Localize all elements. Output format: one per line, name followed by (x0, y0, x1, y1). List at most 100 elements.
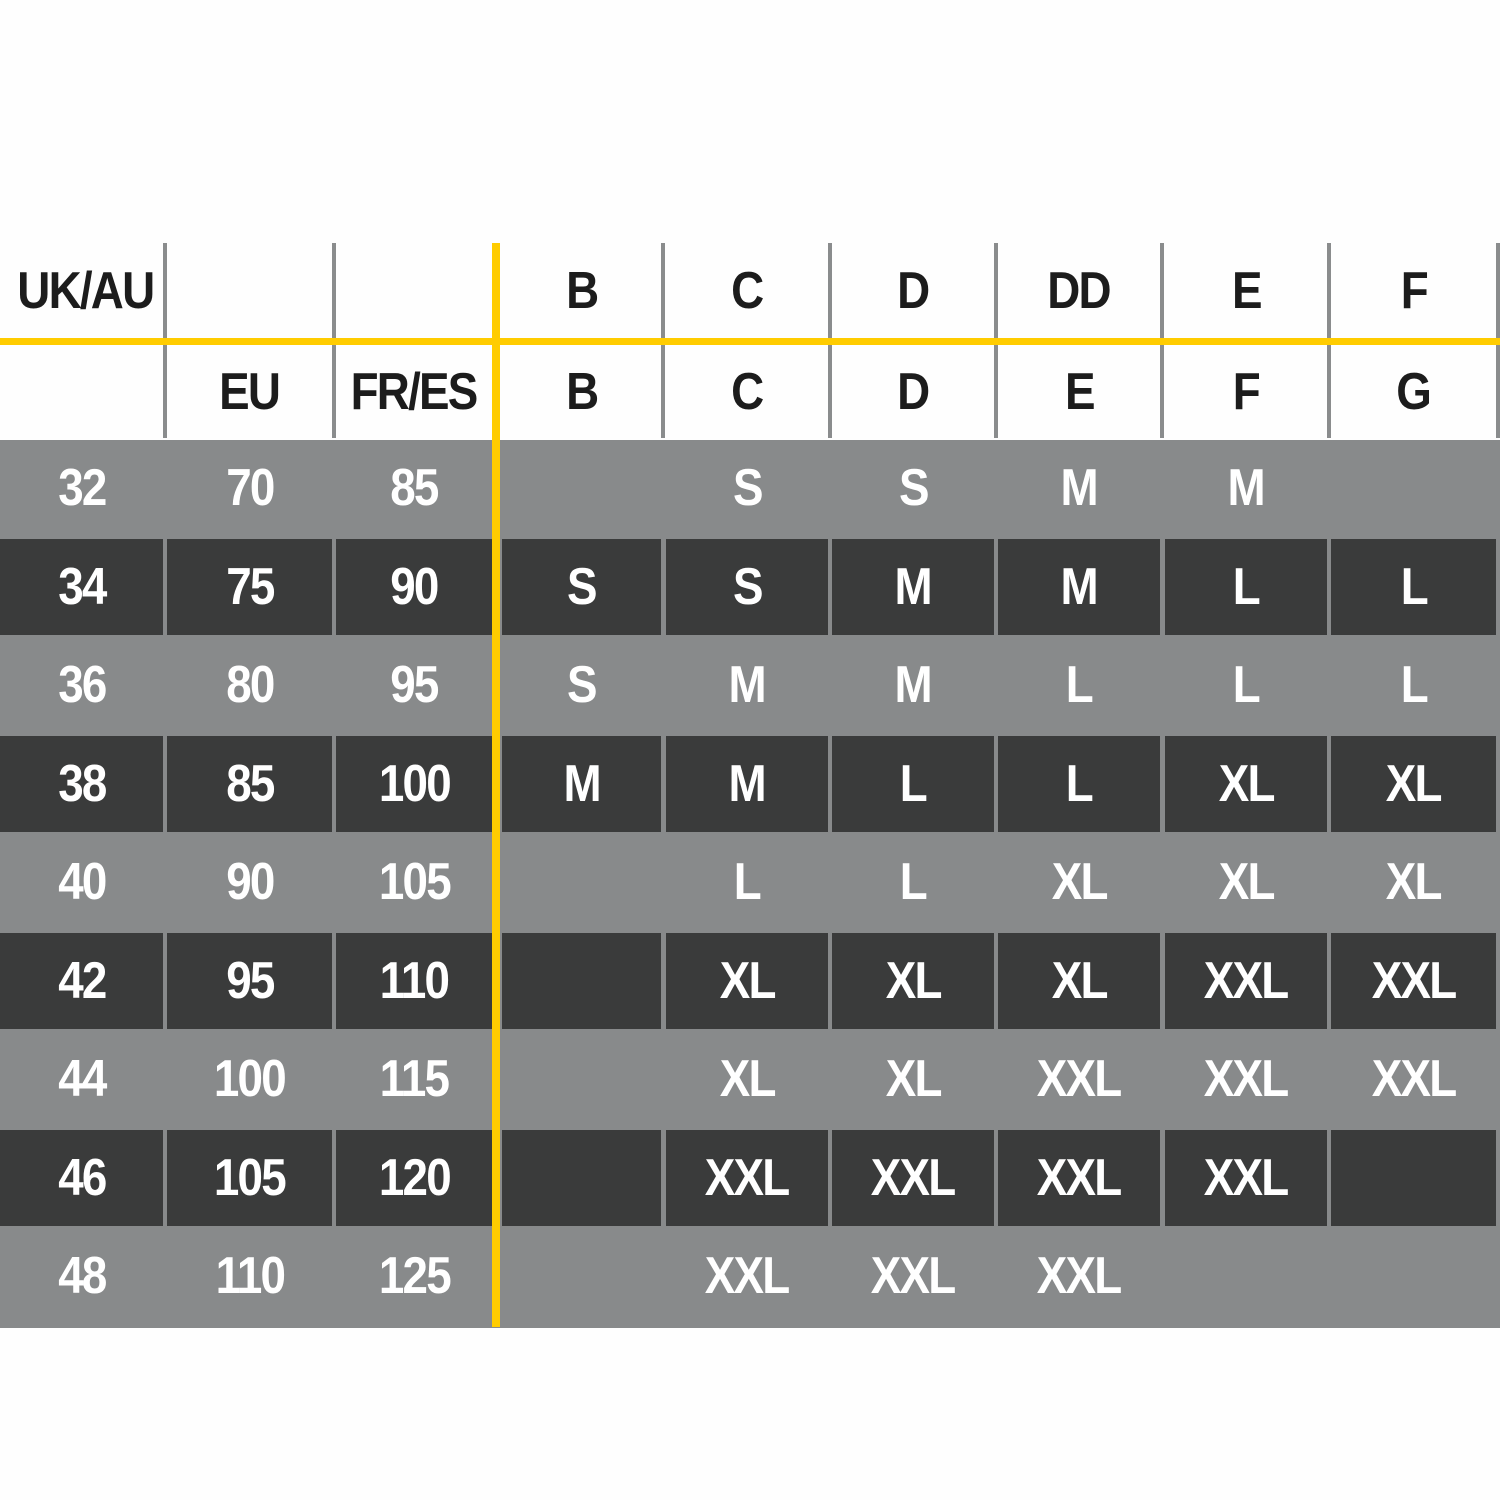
table-cell (1165, 1228, 1327, 1325)
cell-text: C (731, 362, 764, 421)
cell-text: 125 (378, 1247, 451, 1306)
cell-text: L (1232, 557, 1261, 616)
table-cell: 85 (336, 440, 492, 537)
cell-text: 85 (390, 459, 439, 518)
table-cell: XL (666, 932, 828, 1029)
table-cell: L (832, 834, 994, 931)
cell-text: S (567, 557, 598, 616)
cell-text: 85 (225, 754, 275, 813)
cell-text: XL (885, 951, 943, 1010)
cell-text: XXL (1204, 1148, 1289, 1207)
cell-text: 46 (57, 1148, 107, 1207)
table-cell: XL (1165, 834, 1327, 931)
cell-text: L (1065, 656, 1094, 715)
cell-text: 110 (379, 951, 450, 1010)
cell-text: 95 (225, 951, 275, 1010)
table-cell: XXL (1165, 1031, 1327, 1128)
cell-text: XL (1051, 853, 1109, 912)
cell-text: XL (1386, 853, 1443, 912)
header-row-2-cell: C (666, 345, 828, 438)
table-cell: 70 (167, 440, 332, 537)
cell-text: XXL (705, 1247, 790, 1306)
cell-text: XXL (1037, 1148, 1122, 1207)
cell-text: L (733, 853, 762, 912)
table-cell: XXL (998, 1129, 1160, 1226)
table-cell (502, 932, 661, 1029)
cell-text: L (1400, 656, 1428, 715)
table-cell: 100 (167, 1031, 332, 1128)
table-cell: 90 (336, 538, 492, 635)
table-cell: 38 (0, 735, 163, 832)
cell-text: M (1060, 557, 1099, 616)
cell-text: 120 (378, 1148, 451, 1207)
table-cell: XL (832, 932, 994, 1029)
table-cell: M (832, 637, 994, 734)
table-cell: 48 (0, 1228, 163, 1325)
table-cell: XL (1331, 735, 1496, 832)
cell-text: L (1400, 557, 1428, 616)
cell-text: L (899, 853, 928, 912)
cell-text: 90 (390, 557, 439, 616)
table-cell: 110 (167, 1228, 332, 1325)
cell-text: 48 (57, 1247, 107, 1306)
table-cell (1331, 440, 1496, 537)
cell-text: XL (885, 1050, 943, 1109)
table-cell (502, 440, 661, 537)
table-cell (502, 834, 661, 931)
table-cell: 105 (336, 834, 492, 931)
cell-text: E (1231, 261, 1263, 320)
cell-text: XXL (705, 1148, 790, 1207)
cell-text: 38 (57, 754, 107, 813)
table-cell: 115 (336, 1031, 492, 1128)
cell-text: DD (1047, 261, 1112, 320)
table-cell: XXL (1165, 932, 1327, 1029)
cell-text: B (565, 362, 599, 421)
table-cell: L (1165, 538, 1327, 635)
table-cell: XXL (832, 1228, 994, 1325)
cell-text: XL (719, 1050, 777, 1109)
cell-text: C (731, 261, 764, 320)
cell-text: 44 (57, 1050, 107, 1109)
cell-text: 105 (213, 1148, 287, 1207)
table-cell: M (998, 440, 1160, 537)
table-row (0, 637, 1500, 737)
table-cell: 44 (0, 1031, 163, 1128)
table-cell: M (502, 735, 661, 832)
cell-text: XL (719, 951, 777, 1010)
table-cell: XXL (666, 1228, 828, 1325)
table-cell: M (832, 538, 994, 635)
table-cell: S (502, 637, 661, 734)
cell-text: XXL (1204, 1050, 1289, 1109)
header-row-1-cell: E (1165, 243, 1327, 338)
header-row-2-cell: B (502, 345, 661, 438)
table-row (0, 1228, 1500, 1328)
table-cell: 100 (336, 735, 492, 832)
group-divider-line (492, 243, 500, 1327)
cell-text: 34 (57, 557, 107, 616)
cell-text: L (1065, 754, 1094, 813)
table-cell: 125 (336, 1228, 492, 1325)
cell-text: M (563, 754, 601, 813)
table-cell: L (1331, 637, 1496, 734)
header-row-1-cell (336, 243, 492, 338)
cell-text: S (732, 459, 764, 518)
cell-text: 105 (378, 853, 451, 912)
cell-text: XL (1386, 754, 1443, 813)
cell-text: EU (219, 362, 281, 421)
cell-text: L (1232, 656, 1261, 715)
table-cell: 110 (336, 932, 492, 1029)
cell-text: XXL (1037, 1050, 1122, 1109)
cell-text: F (1400, 261, 1428, 320)
cell-text: UK/AU (17, 261, 155, 320)
table-cell: S (832, 440, 994, 537)
cell-text: XXL (1204, 951, 1289, 1010)
table-cell: XXL (832, 1129, 994, 1226)
table-cell: L (1331, 538, 1496, 635)
cell-text: G (1396, 362, 1433, 421)
cell-text: XXL (1371, 1050, 1457, 1109)
table-cell: M (666, 735, 828, 832)
header-row-1-cell (167, 243, 332, 338)
cell-text: FR/ES (351, 362, 479, 421)
table-cell: XL (998, 834, 1160, 931)
table-cell: 42 (0, 932, 163, 1029)
